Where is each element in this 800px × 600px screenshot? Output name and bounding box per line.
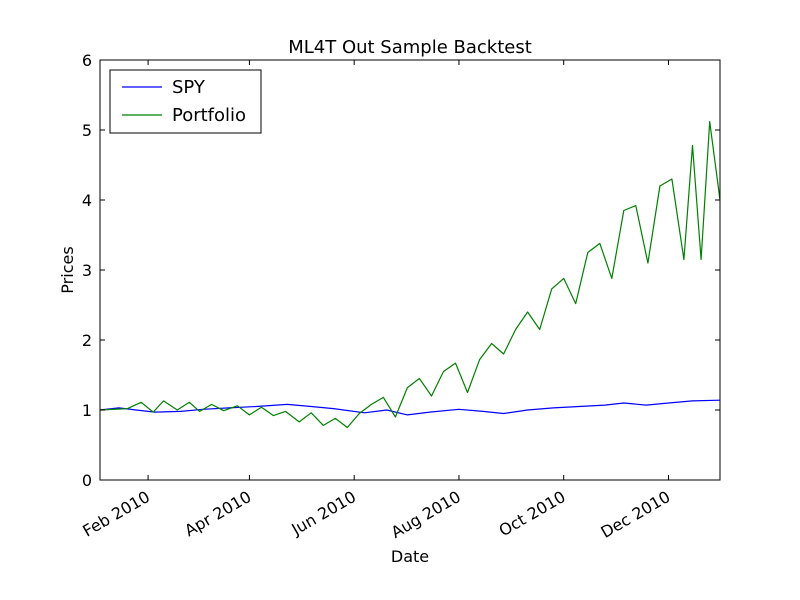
legend-box bbox=[109, 69, 262, 134]
series-line-portfolio bbox=[99, 120, 721, 429]
y-axis-label: Prices bbox=[58, 246, 77, 293]
x-axis-label: Date bbox=[391, 547, 429, 566]
y-tick-label: 4 bbox=[82, 191, 92, 210]
legend-label-spy: SPY bbox=[172, 77, 206, 98]
legend: SPY Portfolio bbox=[109, 69, 262, 134]
series-line-spy bbox=[99, 399, 721, 416]
plot-layer bbox=[99, 120, 721, 429]
legend-label-portfolio: Portfolio bbox=[172, 105, 246, 126]
y-tick-label: 3 bbox=[82, 261, 92, 280]
y-tick-label: 0 bbox=[82, 471, 92, 490]
y-tick-label: 2 bbox=[82, 331, 92, 350]
chart-title: ML4T Out Sample Backtest bbox=[288, 37, 532, 58]
y-tick-label: 6 bbox=[82, 51, 92, 70]
y-tick-label: 1 bbox=[82, 401, 92, 420]
y-tick-label: 5 bbox=[82, 121, 92, 140]
